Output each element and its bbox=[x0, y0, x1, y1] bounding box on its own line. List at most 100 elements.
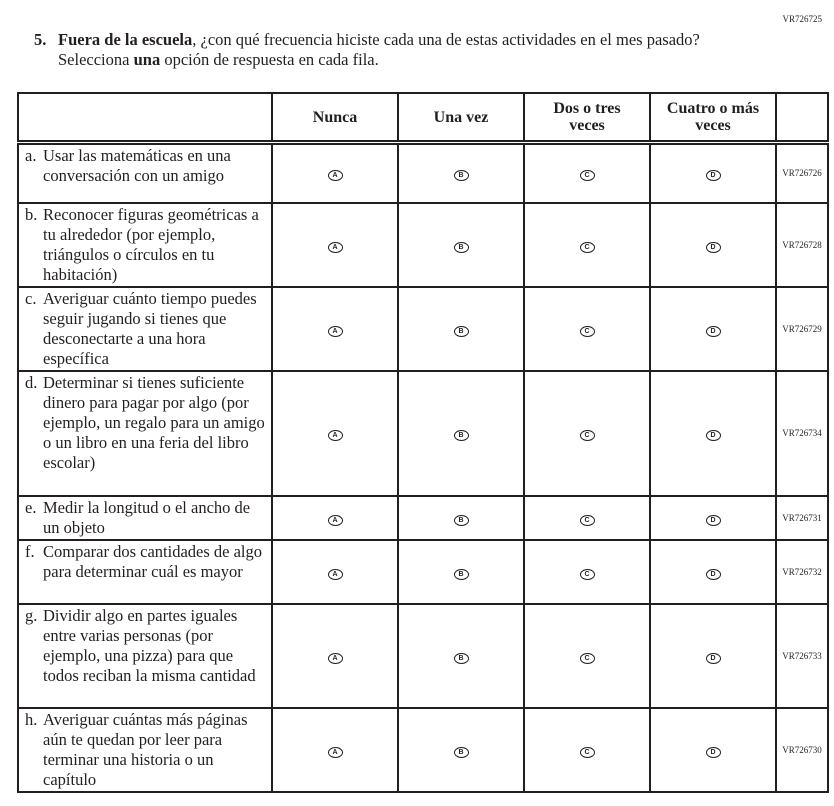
answer-bubble-a[interactable]: A bbox=[327, 514, 343, 526]
answer-bubble-c[interactable]: C bbox=[579, 241, 595, 253]
answer-bubble-a[interactable]: A bbox=[327, 652, 343, 664]
answer-bubble-b[interactable]: B bbox=[453, 241, 469, 253]
header-nunca: Nunca bbox=[271, 92, 399, 145]
option-cell: B bbox=[397, 602, 525, 709]
row-code: VR726733 bbox=[775, 602, 829, 709]
row-code: VR726732 bbox=[775, 538, 829, 605]
header-code-blank bbox=[775, 92, 829, 145]
answer-bubble-d[interactable]: D bbox=[705, 325, 721, 337]
row-letter: b. bbox=[25, 204, 38, 224]
row-letter: c. bbox=[25, 288, 37, 308]
row-text: Averiguar cuántas más páginas aún te que… bbox=[43, 709, 248, 789]
answer-bubble-b[interactable]: B bbox=[453, 568, 469, 580]
response-grid: Nunca Una vez Dos o tres veces Cuatro o … bbox=[17, 92, 829, 793]
table-row: c. Averiguar cuánto tiempo puedes seguir … bbox=[17, 285, 829, 372]
answer-bubble-c[interactable]: C bbox=[579, 514, 595, 526]
row-label: e. Medir la longitud o el ancho de un obj… bbox=[17, 494, 273, 541]
option-cell: D bbox=[649, 141, 777, 204]
answer-bubble-a[interactable]: A bbox=[327, 430, 343, 441]
option-cell: C bbox=[523, 369, 651, 497]
row-text: Reconocer figuras geométricas a tu alred… bbox=[43, 204, 259, 284]
answer-bubble-a[interactable]: A bbox=[327, 325, 343, 337]
option-cell: D bbox=[649, 285, 777, 372]
option-cell: A bbox=[271, 141, 399, 204]
row-letter: h. bbox=[25, 709, 38, 729]
row-label: d. Determinar si tienes suficiente dinero… bbox=[17, 369, 273, 497]
header-dos-tres: Dos o tres veces bbox=[523, 92, 651, 145]
table-row: d. Determinar si tienes suficiente dinero… bbox=[17, 369, 829, 497]
header-row: Nunca Una vez Dos o tres veces Cuatro o … bbox=[17, 92, 829, 145]
header-una-vez: Una vez bbox=[397, 92, 525, 145]
row-code: VR726728 bbox=[775, 201, 829, 288]
row-code: VR726734 bbox=[775, 369, 829, 497]
option-cell: A bbox=[271, 706, 399, 793]
row-code: VR726730 bbox=[775, 706, 829, 793]
answer-bubble-c[interactable]: C bbox=[579, 652, 595, 664]
table-row: a. Usar las matemáticas en una conversaci… bbox=[17, 141, 829, 204]
row-text: Usar las matemáticas en una conversación… bbox=[43, 146, 231, 185]
answer-bubble-c[interactable]: C bbox=[579, 746, 595, 758]
question-number: 5. bbox=[34, 30, 47, 49]
option-cell: C bbox=[523, 141, 651, 204]
row-text: Dividir algo en partes iguales entre var… bbox=[43, 605, 256, 685]
option-cell: A bbox=[271, 285, 399, 372]
answer-bubble-b[interactable]: B bbox=[453, 170, 469, 182]
answer-bubble-a[interactable]: A bbox=[327, 241, 343, 253]
answer-bubble-c[interactable]: C bbox=[579, 430, 595, 441]
option-cell: C bbox=[523, 494, 651, 541]
answer-bubble-d[interactable]: D bbox=[705, 568, 721, 580]
answer-bubble-a[interactable]: A bbox=[327, 746, 343, 758]
answer-bubble-d[interactable]: D bbox=[705, 430, 721, 441]
table-row: b. Reconocer figuras geométricas a tu alr… bbox=[17, 201, 829, 288]
option-cell: D bbox=[649, 494, 777, 541]
option-cell: B bbox=[397, 285, 525, 372]
option-cell: A bbox=[271, 538, 399, 605]
answer-bubble-d[interactable]: D bbox=[705, 170, 721, 182]
row-code: VR726729 bbox=[775, 285, 829, 372]
option-cell: D bbox=[649, 538, 777, 605]
answer-bubble-b[interactable]: B bbox=[453, 746, 469, 758]
option-cell: A bbox=[271, 201, 399, 288]
answer-bubble-b[interactable]: B bbox=[453, 514, 469, 526]
row-text: Averiguar cuánto tiempo puedes seguir ju… bbox=[43, 288, 257, 368]
question-emphasis: una bbox=[133, 50, 161, 69]
row-label: h. Averiguar cuántas más páginas aún te q… bbox=[17, 706, 273, 793]
answer-bubble-d[interactable]: D bbox=[705, 746, 721, 758]
answer-bubble-d[interactable]: D bbox=[705, 514, 721, 526]
question-prompt: 5. Fuera de la escuela, ¿con qué frecuen… bbox=[34, 30, 754, 70]
table-row: h. Averiguar cuántas más páginas aún te q… bbox=[17, 706, 829, 793]
header-cuatro-mas: Cuatro o más veces bbox=[649, 92, 777, 145]
table-row: f. Comparar dos cantidades de algo para d… bbox=[17, 538, 829, 605]
row-letter: e. bbox=[25, 497, 37, 517]
row-text: Medir la longitud o el ancho de un objet… bbox=[43, 497, 251, 537]
option-cell: D bbox=[649, 602, 777, 709]
answer-bubble-c[interactable]: C bbox=[579, 170, 595, 182]
option-cell: D bbox=[649, 201, 777, 288]
option-cell: C bbox=[523, 538, 651, 605]
answer-bubble-d[interactable]: D bbox=[705, 652, 721, 664]
row-label: a. Usar las matemáticas en una conversaci… bbox=[17, 141, 273, 204]
question-code: VR726725 bbox=[782, 14, 822, 24]
answer-bubble-c[interactable]: C bbox=[579, 325, 595, 337]
row-letter: a. bbox=[25, 146, 37, 165]
table-row: g. Dividir algo en partes iguales entre v… bbox=[17, 602, 829, 709]
question-lead: Fuera de la escuela bbox=[58, 30, 193, 49]
answer-bubble-b[interactable]: B bbox=[453, 325, 469, 337]
answer-bubble-c[interactable]: C bbox=[579, 568, 595, 580]
question-text: , ¿con qué frecuencia hiciste cada una d… bbox=[58, 30, 700, 69]
answer-bubble-b[interactable]: B bbox=[453, 430, 469, 441]
question-text-end: opción de respuesta en cada fila. bbox=[160, 50, 379, 69]
option-cell: A bbox=[271, 494, 399, 541]
option-cell: A bbox=[271, 369, 399, 497]
header-blank bbox=[17, 92, 273, 145]
option-cell: D bbox=[649, 706, 777, 793]
answer-bubble-a[interactable]: A bbox=[327, 568, 343, 580]
answer-bubble-b[interactable]: B bbox=[453, 652, 469, 664]
row-letter: d. bbox=[25, 372, 38, 392]
option-cell: A bbox=[271, 602, 399, 709]
answer-bubble-a[interactable]: A bbox=[327, 170, 343, 182]
option-cell: B bbox=[397, 538, 525, 605]
answer-bubble-d[interactable]: D bbox=[705, 241, 721, 253]
option-cell: C bbox=[523, 602, 651, 709]
table-row: e. Medir la longitud o el ancho de un obj… bbox=[17, 494, 829, 541]
